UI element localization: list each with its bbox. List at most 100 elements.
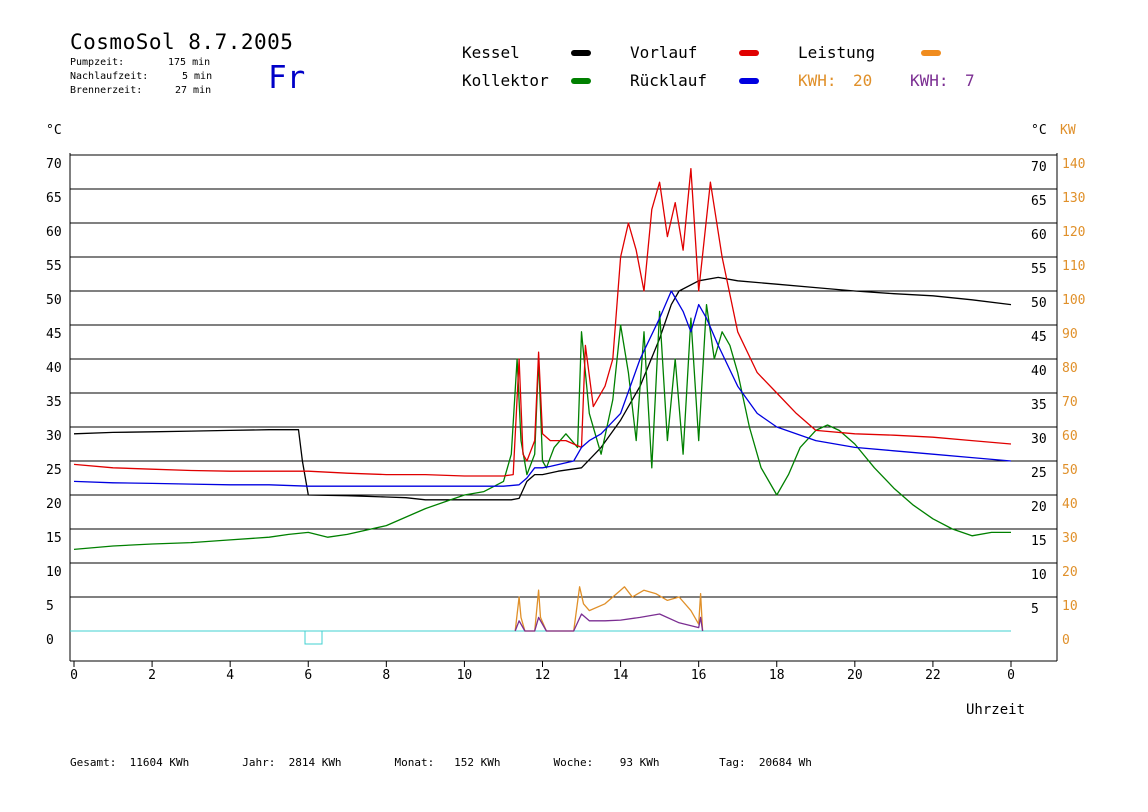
y-tick-label-right: 15 [1031, 534, 1047, 549]
y-tick-label-kw: 130 [1062, 191, 1085, 206]
y-tick-label-kw: 0 [1062, 633, 1070, 648]
y-axis-label-left: °C [46, 123, 62, 138]
y-tick-label-kw: 40 [1062, 497, 1078, 512]
page-title: CosmoSol 8.7.2005 [70, 30, 294, 54]
weekday-label: Fr [268, 60, 306, 96]
y-tick-label-right: 5 [1031, 602, 1039, 617]
footer-totals: Gesamt: 11604 KWh Jahr: 2814 KWh Monat: … [70, 743, 812, 769]
x-tick-label: 8 [382, 668, 390, 683]
x-tick-label: 14 [613, 668, 629, 683]
legend-swatch-leistung [921, 50, 941, 56]
x-tick-label: 20 [847, 668, 863, 683]
legend-label-vorlauf: Vorlauf [630, 43, 698, 62]
y-tick-label-right: 65 [1031, 194, 1047, 209]
y-tick-label-left: 50 [46, 293, 62, 308]
y-tick-label-left: 70 [46, 157, 62, 172]
stat-value-nachlaufzeit: 5 min [182, 71, 213, 82]
y-tick-label-right: 50 [1031, 296, 1047, 311]
y-tick-label-right: 60 [1031, 228, 1047, 243]
footer-jahr-label: Jahr: [242, 756, 276, 769]
series-line-vorlauf [73, 167, 1012, 477]
y-axis-label-kw: KW [1060, 123, 1076, 138]
y-tick-label-left: 60 [46, 225, 62, 240]
stat-value-pumpzeit: 175 min [168, 57, 211, 68]
y-tick-label-kw: 100 [1062, 293, 1085, 308]
y-tick-label-left: 45 [46, 327, 62, 342]
y-tick-label-kw: 90 [1062, 327, 1078, 342]
legend-label-kessel: Kessel [462, 43, 520, 62]
stat-value-brennerzeit: 27 min [175, 85, 212, 96]
footer-tag-label: Tag: [719, 756, 746, 769]
y-tick-label-kw: 110 [1062, 259, 1085, 274]
footer-woche-value: 93 KWh [619, 756, 660, 769]
y-tick-label-kw: 10 [1062, 599, 1078, 614]
y-tick-label-right: 45 [1031, 330, 1047, 345]
y-tick-label-left: 10 [46, 565, 62, 580]
zero-marker [304, 630, 323, 645]
temperature-chart: 0 2 4 6 8 10 12 14 16 18 20 22 005101520253035404550… [46, 123, 1085, 718]
x-tick-label: 22 [925, 668, 941, 683]
x-tick-label: 6 [304, 668, 312, 683]
x-tick-label: 12 [535, 668, 551, 683]
y-tick-label-kw: 50 [1062, 463, 1078, 478]
series-line-rcklauf [73, 290, 1012, 487]
legend-swatch-ruecklauf [739, 78, 759, 84]
y-tick-label-kw: 120 [1062, 225, 1085, 240]
y-tick-label-left: 40 [46, 361, 62, 376]
x-tick-label: 10 [457, 668, 473, 683]
y-tick-label-kw: 20 [1062, 565, 1078, 580]
y-tick-label-left: 0 [46, 633, 54, 648]
legend-label-kollektor: Kollektor [462, 71, 549, 90]
series-line-kessel [73, 276, 1012, 501]
y-tick-label-right: 25 [1031, 466, 1047, 481]
footer-jahr-value: 2814 KWh [288, 756, 342, 769]
y-tick-label-left: 55 [46, 259, 62, 274]
legend-swatch-vorlauf [739, 50, 759, 56]
legend-swatch-kollektor [571, 78, 591, 84]
y-tick-label-right: 35 [1031, 398, 1047, 413]
footer-monat-label: Monat: [394, 756, 435, 769]
y-tick-label-right: 20 [1031, 500, 1047, 515]
legend-label-ruecklauf: Rücklauf [630, 71, 708, 90]
x-axis-label: Uhrzeit [966, 702, 1025, 718]
series-line-leistung2 [514, 613, 704, 632]
y-axis-label-right: °C [1031, 123, 1047, 138]
y-tick-label-left: 20 [46, 497, 62, 512]
y-tick-label-kw: 140 [1062, 157, 1085, 172]
legend-label-leistung: Leistung [798, 43, 876, 62]
y-tick-label-right: 30 [1031, 432, 1047, 447]
footer-gesamt-label: Gesamt: [70, 756, 117, 769]
footer-monat-value: 152 KWh [454, 756, 501, 769]
y-tick-label-right: 10 [1031, 568, 1047, 583]
y-tick-label-left: 65 [46, 191, 62, 206]
y-tick-label-right: 55 [1031, 262, 1047, 277]
y-tick-label-left: 5 [46, 599, 54, 614]
x-tick-label: 18 [769, 668, 785, 683]
kwh-purple-label: KWH: [910, 71, 949, 90]
x-tick-label: 4 [226, 668, 234, 683]
kwh-purple-value: 7 [965, 71, 975, 90]
y-tick-label-kw: 70 [1062, 395, 1078, 410]
legend-swatch-kessel [571, 50, 591, 56]
stat-label-nachlaufzeit: Nachlaufzeit: [70, 71, 149, 82]
y-tick-label-left: 25 [46, 463, 62, 478]
y-tick-label-left: 30 [46, 429, 62, 444]
footer-woche-label: Woche: [553, 756, 594, 769]
x-tick-label: 16 [691, 668, 707, 683]
y-tick-label-left: 35 [46, 395, 62, 410]
series-line-kollektor [73, 303, 1011, 551]
x-tick-label: 0 [70, 668, 78, 683]
stat-label-pumpzeit: Pumpzeit: [70, 57, 125, 68]
x-tick-label: 0 [1007, 668, 1015, 683]
stat-label-brennerzeit: Brennerzeit: [70, 85, 143, 96]
kwh-orange-value: 20 [853, 71, 873, 90]
y-tick-label-kw: 80 [1062, 361, 1078, 376]
y-tick-label-left: 15 [46, 531, 62, 546]
footer-gesamt-value: 11604 KWh [129, 756, 190, 769]
x-tick-label: 2 [148, 668, 156, 683]
y-tick-label-right: 40 [1031, 364, 1047, 379]
y-tick-label-kw: 30 [1062, 531, 1078, 546]
kwh-orange-label: KWH: [798, 71, 837, 90]
y-tick-label-right: 70 [1031, 160, 1047, 175]
y-tick-label-kw: 60 [1062, 429, 1078, 444]
